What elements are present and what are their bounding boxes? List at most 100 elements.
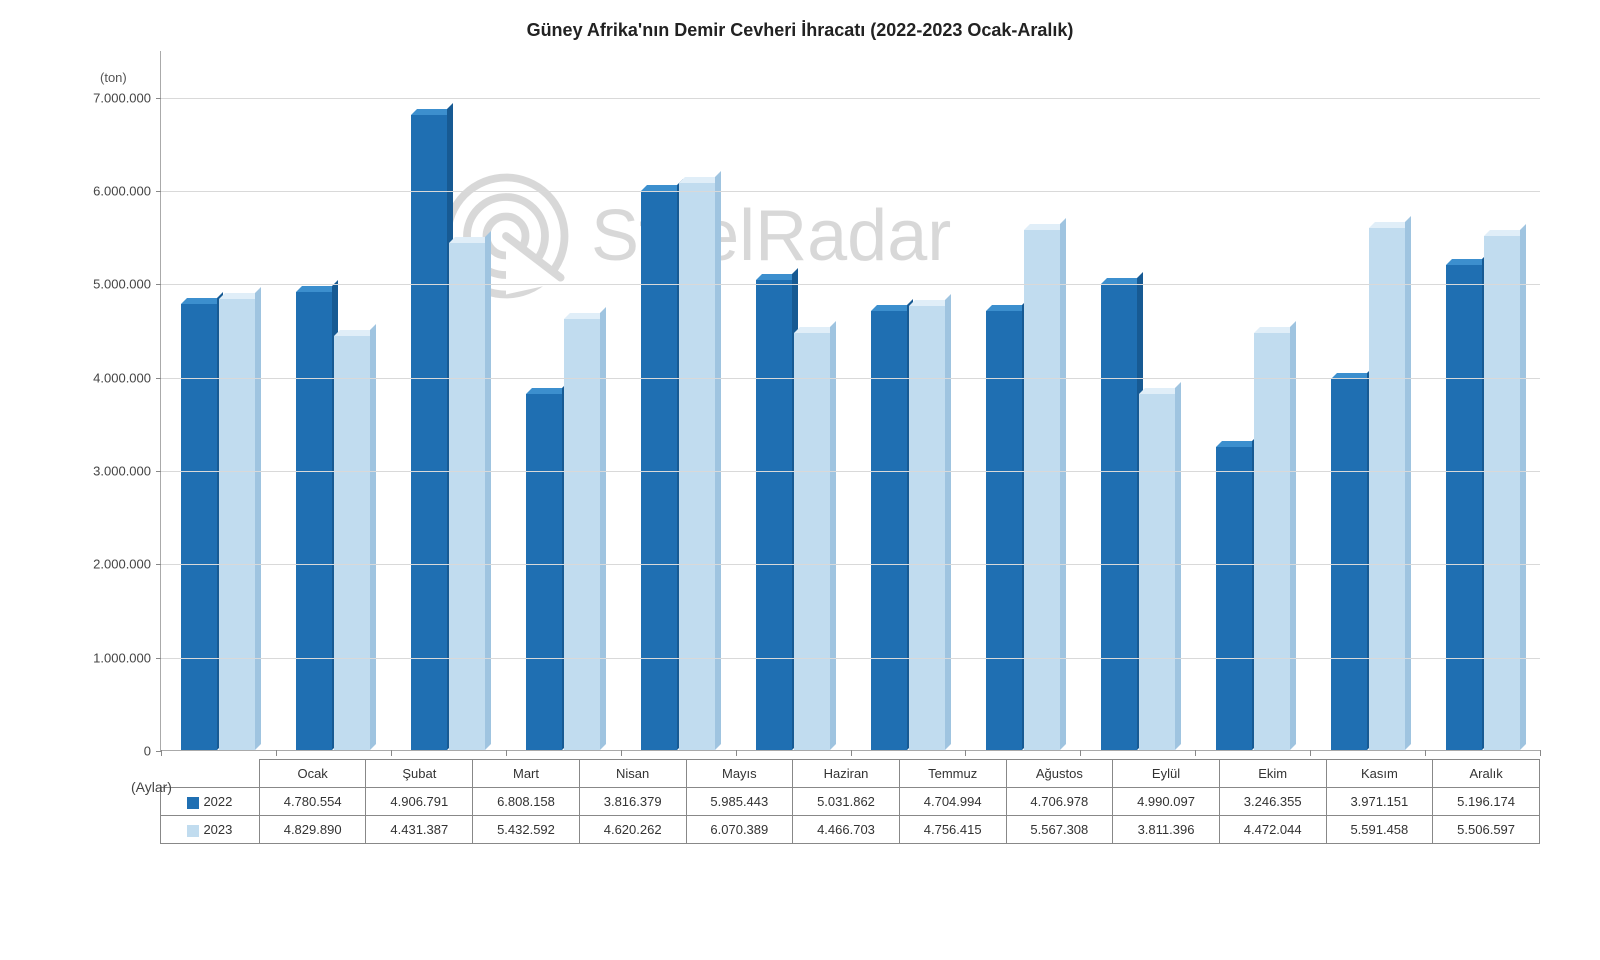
bar — [1101, 284, 1137, 750]
y-tick-mark — [156, 284, 161, 285]
value-cell: 4.706.978 — [1006, 788, 1113, 816]
value-cell: 4.472.044 — [1219, 816, 1326, 844]
y-tick-label: 5.000.000 — [71, 277, 151, 292]
bar — [794, 333, 830, 750]
y-tick-label: 2.000.000 — [71, 557, 151, 572]
gridline — [161, 658, 1540, 659]
y-tick-mark — [156, 98, 161, 99]
month-group — [1425, 51, 1540, 750]
bar — [526, 394, 562, 750]
y-tick-label: 3.000.000 — [71, 464, 151, 479]
x-axis-unit-label: (Aylar) — [131, 779, 172, 795]
value-cell: 6.808.158 — [473, 788, 580, 816]
chart-title: Güney Afrika'nın Demir Cevheri İhracatı … — [40, 20, 1560, 41]
month-header-cell: Mart — [473, 760, 580, 788]
gridline — [161, 378, 1540, 379]
x-tick-mark — [1425, 750, 1426, 756]
series-row-header: 2022 — [161, 788, 260, 816]
legend-swatch — [187, 825, 199, 837]
value-cell: 5.196.174 — [1433, 788, 1540, 816]
month-group — [621, 51, 736, 750]
month-header-cell: Aralık — [1433, 760, 1540, 788]
series-row-header: 2023 — [161, 816, 260, 844]
month-group — [1080, 51, 1195, 750]
table-corner-cell — [161, 760, 260, 788]
month-group — [1310, 51, 1425, 750]
value-cell: 5.506.597 — [1433, 816, 1540, 844]
month-header-cell: Ocak — [259, 760, 366, 788]
x-tick-mark — [1310, 750, 1311, 756]
value-cell: 4.780.554 — [259, 788, 366, 816]
month-header-cell: Kasım — [1326, 760, 1433, 788]
y-tick-label: 6.000.000 — [71, 184, 151, 199]
x-tick-mark — [506, 750, 507, 756]
bar — [1369, 228, 1405, 750]
x-tick-mark — [851, 750, 852, 756]
value-cell: 4.906.791 — [366, 788, 473, 816]
bar — [756, 280, 792, 750]
value-cell: 4.756.415 — [899, 816, 1006, 844]
table-row: 20224.780.5544.906.7916.808.1583.816.379… — [161, 788, 1540, 816]
table-row: 20234.829.8904.431.3875.432.5924.620.262… — [161, 816, 1540, 844]
bars-container — [161, 51, 1540, 750]
value-cell: 5.591.458 — [1326, 816, 1433, 844]
month-header-cell: Haziran — [793, 760, 900, 788]
gridline — [161, 564, 1540, 565]
bar — [334, 336, 370, 750]
value-cell: 5.432.592 — [473, 816, 580, 844]
x-tick-mark — [1195, 750, 1196, 756]
month-header-cell: Ekim — [1219, 760, 1326, 788]
y-tick-label: 0 — [71, 744, 151, 759]
y-axis-unit-label: (ton) — [100, 70, 127, 85]
value-cell: 4.620.262 — [579, 816, 686, 844]
month-group — [506, 51, 621, 750]
value-cell: 3.971.151 — [1326, 788, 1433, 816]
value-cell: 6.070.389 — [686, 816, 793, 844]
y-tick-mark — [156, 658, 161, 659]
month-header-cell: Eylül — [1113, 760, 1220, 788]
x-tick-mark — [161, 750, 162, 756]
month-group — [851, 51, 966, 750]
y-tick-mark — [156, 564, 161, 565]
bar — [679, 183, 715, 750]
bar — [1216, 447, 1252, 750]
bar — [1446, 265, 1482, 750]
y-tick-label: 1.000.000 — [71, 650, 151, 665]
month-header-cell: Nisan — [579, 760, 686, 788]
value-cell: 4.829.890 — [259, 816, 366, 844]
x-tick-mark — [1080, 750, 1081, 756]
value-cell: 3.816.379 — [579, 788, 686, 816]
bar — [296, 292, 332, 750]
value-cell: 5.031.862 — [793, 788, 900, 816]
y-tick-label: 7.000.000 — [71, 90, 151, 105]
data-table: OcakŞubatMartNisanMayısHaziranTemmuzAğus… — [160, 759, 1540, 844]
value-cell: 5.985.443 — [686, 788, 793, 816]
month-group — [1195, 51, 1310, 750]
legend-swatch — [187, 797, 199, 809]
bar — [449, 243, 485, 750]
y-tick-mark — [156, 471, 161, 472]
x-tick-mark — [391, 750, 392, 756]
bar — [411, 115, 447, 750]
bar — [1484, 236, 1520, 750]
y-tick-label: 4.000.000 — [71, 370, 151, 385]
table-header-row: OcakŞubatMartNisanMayısHaziranTemmuzAğus… — [161, 760, 1540, 788]
bar — [181, 304, 217, 750]
month-group — [965, 51, 1080, 750]
month-header-cell: Temmuz — [899, 760, 1006, 788]
month-header-cell: Ağustos — [1006, 760, 1113, 788]
value-cell: 4.431.387 — [366, 816, 473, 844]
bar — [1254, 333, 1290, 750]
x-tick-mark — [276, 750, 277, 756]
x-tick-mark — [1540, 750, 1541, 756]
value-cell: 3.811.396 — [1113, 816, 1220, 844]
month-header-cell: Şubat — [366, 760, 473, 788]
gridline — [161, 191, 1540, 192]
month-group — [736, 51, 851, 750]
x-tick-mark — [621, 750, 622, 756]
gridline — [161, 471, 1540, 472]
chart-plot-area: SteelRadar (Aylar) 01.000.0002.000.0003.… — [160, 51, 1540, 751]
x-tick-mark — [736, 750, 737, 756]
gridline — [161, 284, 1540, 285]
bar — [986, 311, 1022, 750]
